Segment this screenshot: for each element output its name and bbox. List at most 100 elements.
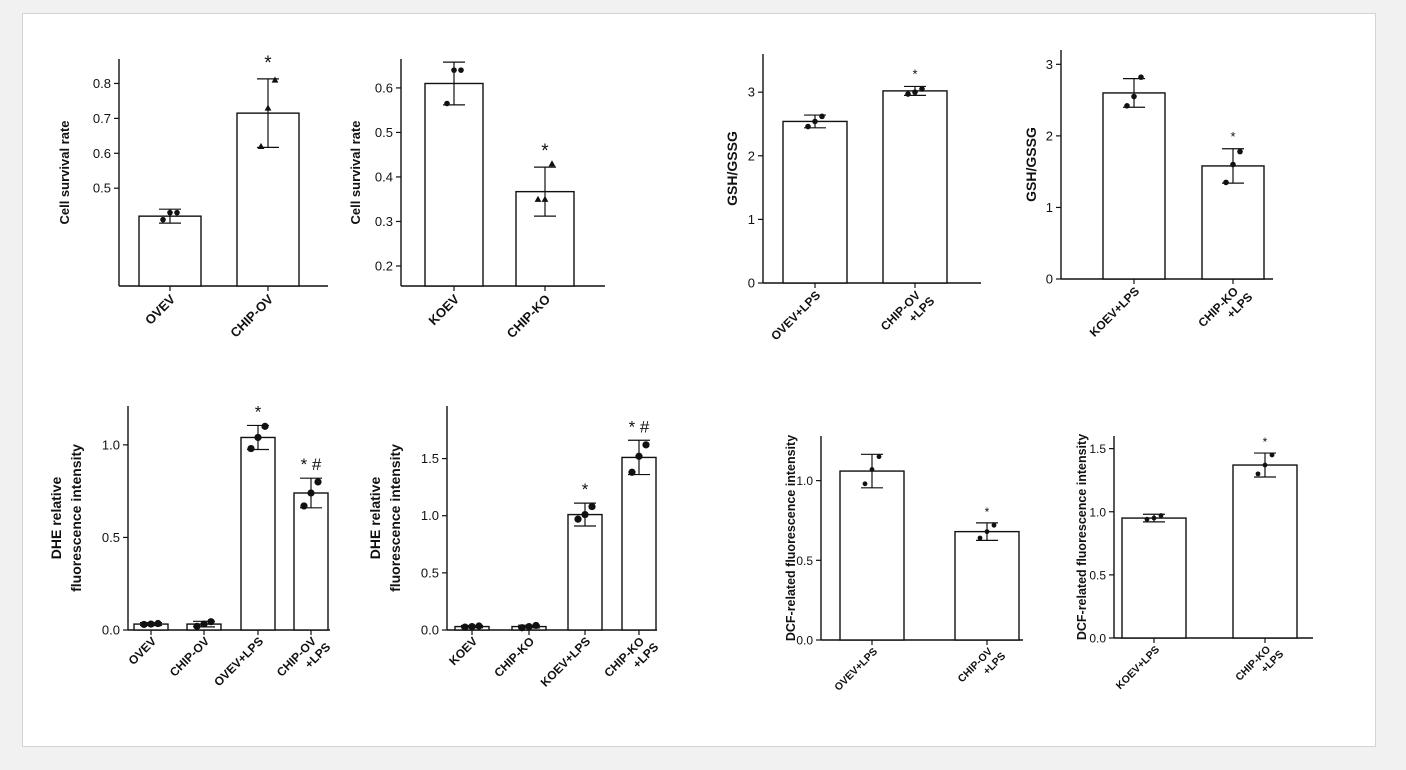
x-tick-label: CHIP-OV+LPS: [274, 630, 333, 689]
data-point: [1230, 161, 1236, 168]
y-tick-label: 0: [748, 276, 755, 291]
data-point: [862, 481, 868, 487]
data-point: [300, 502, 308, 510]
y-tick-label: 0.5: [421, 565, 439, 580]
data-point: [307, 489, 315, 497]
y-tick-label: 3: [748, 85, 755, 100]
y-tick-label: 0.5: [93, 181, 111, 196]
x-tick-label-line: KOEV: [425, 291, 462, 328]
y-tick-label: 0.0: [1089, 632, 1106, 646]
data-point: [1138, 74, 1144, 80]
x-tick-label: OVEV+LPS: [768, 288, 823, 343]
x-tick-label-line: KOEV: [446, 634, 480, 668]
x-tick-label: CHIP-OV+LPS: [878, 284, 937, 343]
y-axis-label: fluorescence intensity: [68, 444, 84, 592]
bar: [424, 82, 484, 287]
y-axis-label: Cell survival rate: [57, 120, 72, 224]
data-point: [541, 195, 549, 202]
x-tick-label-line: KOEV+LPS: [1114, 644, 1162, 692]
x-tick-label: OVEV+LPS: [211, 634, 266, 689]
significance-marker: *: [582, 480, 589, 499]
data-point: [1237, 148, 1243, 155]
data-point: [812, 118, 818, 125]
x-tick-label-line: OVEV: [126, 634, 159, 667]
y-tick-label: 0.6: [375, 80, 393, 95]
x-tick-label: CHIP-OV: [227, 291, 276, 340]
data-point: [588, 502, 596, 511]
data-point: [1131, 93, 1137, 100]
y-tick-label: 0.2: [375, 258, 393, 273]
chart-panel-3: 0 1 2 3 GSH/GSSG OVEV+LPS * CHIP-OV+LPS: [724, 54, 981, 343]
figure-frame: 0.5 0.6 0.7 0.8 Cell survival rate OVEV * CHIP-…: [22, 13, 1376, 747]
y-axis-label: Cell survival rate: [348, 120, 363, 224]
data-point: [819, 113, 825, 120]
x-tick-label: OVEV: [142, 291, 178, 327]
y-tick-label: 1.0: [796, 474, 813, 488]
x-tick-label: KOEV+LPS: [538, 634, 593, 689]
data-point: [254, 433, 262, 442]
y-tick-label: 1.0: [421, 508, 439, 523]
bar: [1232, 464, 1298, 639]
x-tick-label-line: OVEV+LPS: [768, 288, 823, 343]
data-point: [271, 76, 279, 83]
data-point: [1151, 515, 1157, 521]
data-point: [1269, 452, 1275, 458]
data-point: [193, 622, 201, 630]
data-point: [140, 620, 148, 629]
x-tick-label: KOEV+LPS: [1087, 284, 1142, 339]
significance-marker: * #: [629, 417, 650, 436]
data-point: [574, 515, 582, 523]
chart-panel-5: 0.0 0.5 1.0 DHE relative fluorescence intens…: [48, 402, 333, 689]
y-tick-label: 0.5: [796, 554, 813, 568]
data-point: [628, 468, 636, 476]
y-tick-label: 0.6: [93, 146, 111, 161]
y-tick-label: 1.5: [1089, 442, 1106, 456]
x-tick-label-line: CHIP-KO: [504, 292, 553, 341]
y-tick-label: 0.7: [93, 111, 111, 126]
bar: [567, 513, 603, 631]
x-tick-label-line: OVEV: [142, 291, 178, 327]
bar: [293, 492, 329, 631]
data-point: [147, 620, 155, 628]
data-point: [876, 454, 882, 460]
significance-marker: * #: [301, 455, 322, 474]
y-tick-label: 1.5: [421, 451, 439, 466]
bar: [839, 470, 905, 641]
x-tick-label-line: CHIP-OV: [227, 291, 276, 340]
x-tick-label: CHIP-KO+LPS: [601, 630, 661, 690]
data-point: [461, 623, 469, 631]
data-point: [261, 422, 269, 430]
data-point: [991, 522, 997, 528]
significance-marker: *: [912, 66, 917, 81]
x-tick-label-line: OVEV+LPS: [832, 646, 880, 694]
y-tick-label: 0.3: [375, 214, 393, 229]
x-tick-label: KOEV+LPS: [1114, 644, 1162, 692]
significance-marker: *: [255, 402, 262, 421]
data-point: [174, 209, 180, 216]
bar: [240, 436, 276, 631]
y-tick-label: 0.0: [102, 623, 120, 638]
data-point: [635, 452, 643, 460]
figure-canvas: 0.5 0.6 0.7 0.8 Cell survival rate OVEV * CHIP-…: [48, 50, 1313, 694]
significance-marker: *: [985, 505, 990, 519]
bar: [138, 215, 202, 287]
data-point: [919, 86, 925, 92]
bar: [882, 90, 948, 284]
data-point: [475, 622, 483, 630]
significance-marker: *: [1230, 129, 1235, 144]
data-point: [1255, 471, 1261, 477]
y-tick-label: 2: [748, 148, 755, 163]
y-tick-label: 0.4: [375, 169, 393, 184]
y-tick-label: 1: [1046, 200, 1053, 215]
data-point: [200, 620, 208, 628]
data-point: [1158, 513, 1164, 518]
bar: [782, 120, 848, 284]
data-point: [1124, 103, 1130, 109]
data-point: [905, 91, 911, 97]
y-tick-label: 0.5: [1089, 568, 1106, 582]
x-tick-label: OVEV+LPS: [832, 646, 880, 694]
bar: [621, 456, 657, 631]
data-point: [207, 618, 215, 626]
